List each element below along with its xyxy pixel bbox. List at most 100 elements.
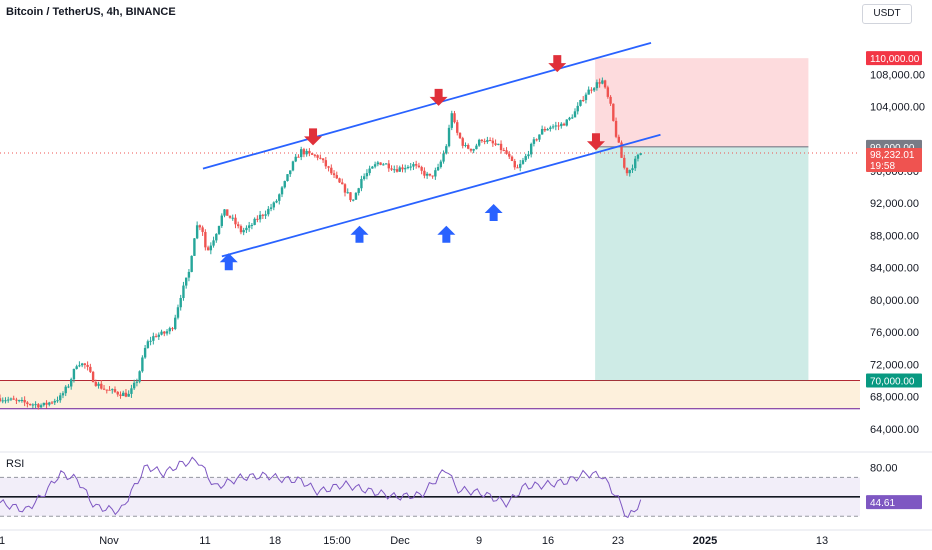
candle-body [100,383,103,389]
candle-body [198,225,202,228]
candle-body [480,139,484,142]
candle-body [193,238,196,256]
candle-body [631,168,634,171]
candle-body [113,389,117,392]
rsi-line [0,456,642,519]
candle-body [617,136,620,143]
candle-body [231,217,234,219]
candle-body [72,368,76,380]
candle-body [524,156,527,161]
candle-body [20,399,24,401]
candle-body [124,392,128,397]
candle-body [4,400,7,402]
candle-body [436,167,440,171]
candle-body [278,194,281,201]
candle-body [283,181,286,188]
candle-body [195,225,199,239]
candle-body [149,340,152,342]
candle-body [379,162,382,165]
candle-body [143,347,147,358]
candle-body [620,142,623,158]
candle-body [190,255,193,272]
candle-body [50,402,54,404]
candle-body [623,157,626,168]
candle-body [341,182,344,185]
bar-countdown: 19:58 [870,161,895,172]
candle-body [256,218,259,220]
rsi-value-tag-bg [866,495,922,510]
candle-body [529,143,533,155]
time-tick-label: 2025 [693,535,717,547]
candle-body [94,382,98,386]
time-tick-label: 18 [269,535,281,547]
candle-body [412,164,415,167]
candle-body [584,94,588,101]
candle-body [258,214,262,220]
candle-body [45,402,48,405]
time-tick-label: 1 [0,535,5,547]
channel-upper-line [202,41,652,170]
channel-lower-line [221,133,661,258]
candle-body [75,366,78,369]
candle-body [165,331,169,334]
candle-body [80,363,84,366]
candle-body [360,179,363,189]
currency-selector[interactable]: USDT [862,4,912,24]
candle-body [261,214,265,216]
candle-body [477,139,481,146]
candle-body [546,129,549,131]
price-tick-label: 68,000.00 [870,392,919,404]
time-tick-label: Dec [390,535,410,547]
candle-body [404,168,407,170]
candle-body [332,173,336,176]
candle-body [116,391,119,395]
candle-body [330,167,333,174]
candle-body [562,123,566,126]
time-tick-label: 11 [199,535,210,547]
candle-body [275,200,278,203]
candle-body [467,145,470,149]
candle-body [138,371,141,382]
candle-body [521,160,525,164]
candle-body [132,382,136,389]
candle-body [187,271,191,278]
candle-body [439,161,443,168]
price-tick-label: 64,000.00 [870,424,919,436]
candle-body [91,371,95,383]
take-profit-zone [595,146,809,381]
candle-body [23,399,26,403]
candle-body [160,331,163,335]
candle-body [168,328,171,332]
candle-body [373,164,377,167]
candle-body [89,366,92,372]
candle-body [573,111,577,118]
candle-body [587,89,590,95]
candle-body [127,393,130,397]
candle-body [628,170,631,174]
candle-body [239,226,243,233]
candle-body [302,149,306,155]
candle-body [488,140,492,142]
candle-body [310,153,314,155]
candle-body [179,297,182,308]
candle-body [510,156,514,161]
candle-body [289,170,292,175]
candle-body [223,209,226,216]
candle-body [335,175,338,179]
candle-body [108,389,111,391]
time-tick-label: 23 [612,535,624,547]
candle-body [376,162,380,165]
candle-body [458,132,462,139]
candle-body [37,404,40,408]
candle-body [174,317,177,329]
candle-body [535,139,538,141]
candle-body [64,386,67,394]
candle-body [48,402,51,405]
candle-body [154,336,158,338]
candle-body [102,388,106,390]
stop-price-tag: 110,000.00 [870,54,920,65]
candle-body [508,153,511,157]
candle-body [519,163,522,168]
price-tick-label: 88,000.00 [870,230,919,242]
